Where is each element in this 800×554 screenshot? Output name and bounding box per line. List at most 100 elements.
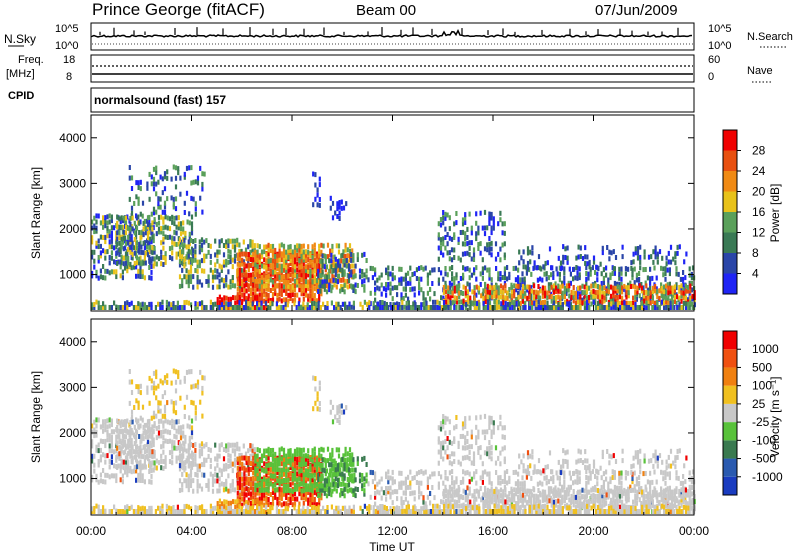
velocity-cell: [225, 462, 228, 468]
power-cell: [458, 305, 461, 310]
velocity-cell: [378, 479, 381, 485]
power-cell: [451, 271, 454, 277]
power-cell: [133, 250, 136, 256]
velocity-cell: [265, 495, 268, 501]
velocity-cell: [243, 466, 246, 472]
power-cell: [129, 221, 132, 227]
power-cell: [122, 261, 125, 267]
power-cell: [115, 304, 118, 310]
power-cell: [389, 287, 392, 293]
power-cell: [583, 284, 586, 290]
power-cell: [466, 289, 470, 295]
power-cell: [119, 264, 122, 270]
velocity-cell: [126, 467, 129, 473]
power-cell: [280, 298, 283, 304]
velocity-cell: [293, 476, 297, 482]
velocity-cell: [243, 455, 246, 461]
velocity-cell: [144, 429, 147, 435]
velocity-cell: [265, 456, 268, 462]
power-cell: [313, 293, 316, 298]
power-cell: [300, 248, 303, 254]
velocity-cell: [240, 505, 243, 511]
power-cell: [635, 277, 638, 283]
power-cell: [484, 265, 487, 271]
velocity-cell: [329, 456, 332, 462]
power-cell: [503, 266, 506, 272]
power-cell: [685, 251, 688, 257]
power-cell: [244, 269, 248, 275]
velocity-cell: [404, 476, 407, 482]
velocity-cell: [287, 477, 290, 483]
power-cell: [688, 305, 691, 310]
power-cell: [296, 261, 299, 267]
power-cell: [318, 263, 321, 268]
power-cell: [124, 301, 127, 307]
power-cell: [537, 299, 540, 305]
power-cell: [451, 290, 454, 296]
power-cell: [631, 272, 634, 277]
velocity-cell: [398, 481, 401, 487]
power-cell: [287, 279, 290, 285]
velocity-cell: [263, 487, 266, 493]
velocity-cell: [171, 418, 174, 424]
velocity-cell: [321, 473, 324, 479]
power-cell: [300, 304, 303, 310]
power-cell: [468, 240, 471, 246]
power-cell: [298, 243, 301, 249]
power-cell: [563, 266, 566, 272]
power-cell: [168, 216, 172, 222]
power-cell: [131, 251, 134, 257]
velocity-cell: [151, 424, 154, 430]
power-cell: [276, 274, 279, 280]
power-cell: [451, 293, 454, 299]
power-cell: [464, 251, 467, 257]
power-cell: [621, 305, 624, 310]
velocity-cell: [274, 482, 277, 488]
velocity-cell: [135, 477, 138, 483]
power-cell: [624, 271, 627, 277]
power-cell: [276, 253, 279, 259]
velocity-cell: [236, 503, 239, 509]
velocity-cell: [159, 400, 162, 406]
power-cell: [227, 302, 230, 307]
power-cell: [537, 284, 540, 289]
power-cell: [187, 252, 190, 258]
power-cell: [674, 260, 677, 266]
nsky-label: N.Sky: [4, 32, 36, 46]
power-cell: [398, 280, 401, 286]
power-cell: [542, 264, 545, 270]
velocity-cell: [155, 458, 158, 464]
velocity-cell: [318, 457, 321, 463]
power-cell: [499, 271, 502, 277]
power-cell: [343, 289, 346, 295]
power-cell: [574, 295, 577, 301]
power-cell: [256, 253, 259, 259]
power-cell: [594, 300, 597, 306]
power-cell: [150, 181, 153, 187]
velocity-cell: [243, 491, 246, 497]
velocity-cell: [307, 500, 310, 506]
velocity-cell: [365, 462, 368, 467]
power-cell: [325, 289, 329, 295]
power-cell: [533, 283, 536, 289]
power-cell: [298, 251, 301, 257]
power-cell: [144, 230, 147, 236]
power-cell: [680, 293, 683, 299]
power-cell: [116, 220, 119, 226]
power-cell: [323, 274, 326, 280]
power-cell: [135, 245, 139, 251]
velocity-cell: [187, 463, 190, 469]
velocity-cell: [190, 450, 194, 456]
power-cell: [149, 244, 152, 250]
velocity-cell: [163, 413, 167, 419]
power-cell: [486, 225, 489, 231]
power-cell: [562, 244, 565, 250]
power-cell: [146, 222, 150, 228]
power-cell: [263, 288, 266, 294]
power-cell: [245, 276, 248, 282]
velocity-cell: [351, 467, 354, 473]
power-cell: [379, 305, 382, 310]
power-cell: [558, 271, 561, 277]
velocity-cell: [323, 478, 326, 484]
power-cell: [570, 294, 573, 300]
